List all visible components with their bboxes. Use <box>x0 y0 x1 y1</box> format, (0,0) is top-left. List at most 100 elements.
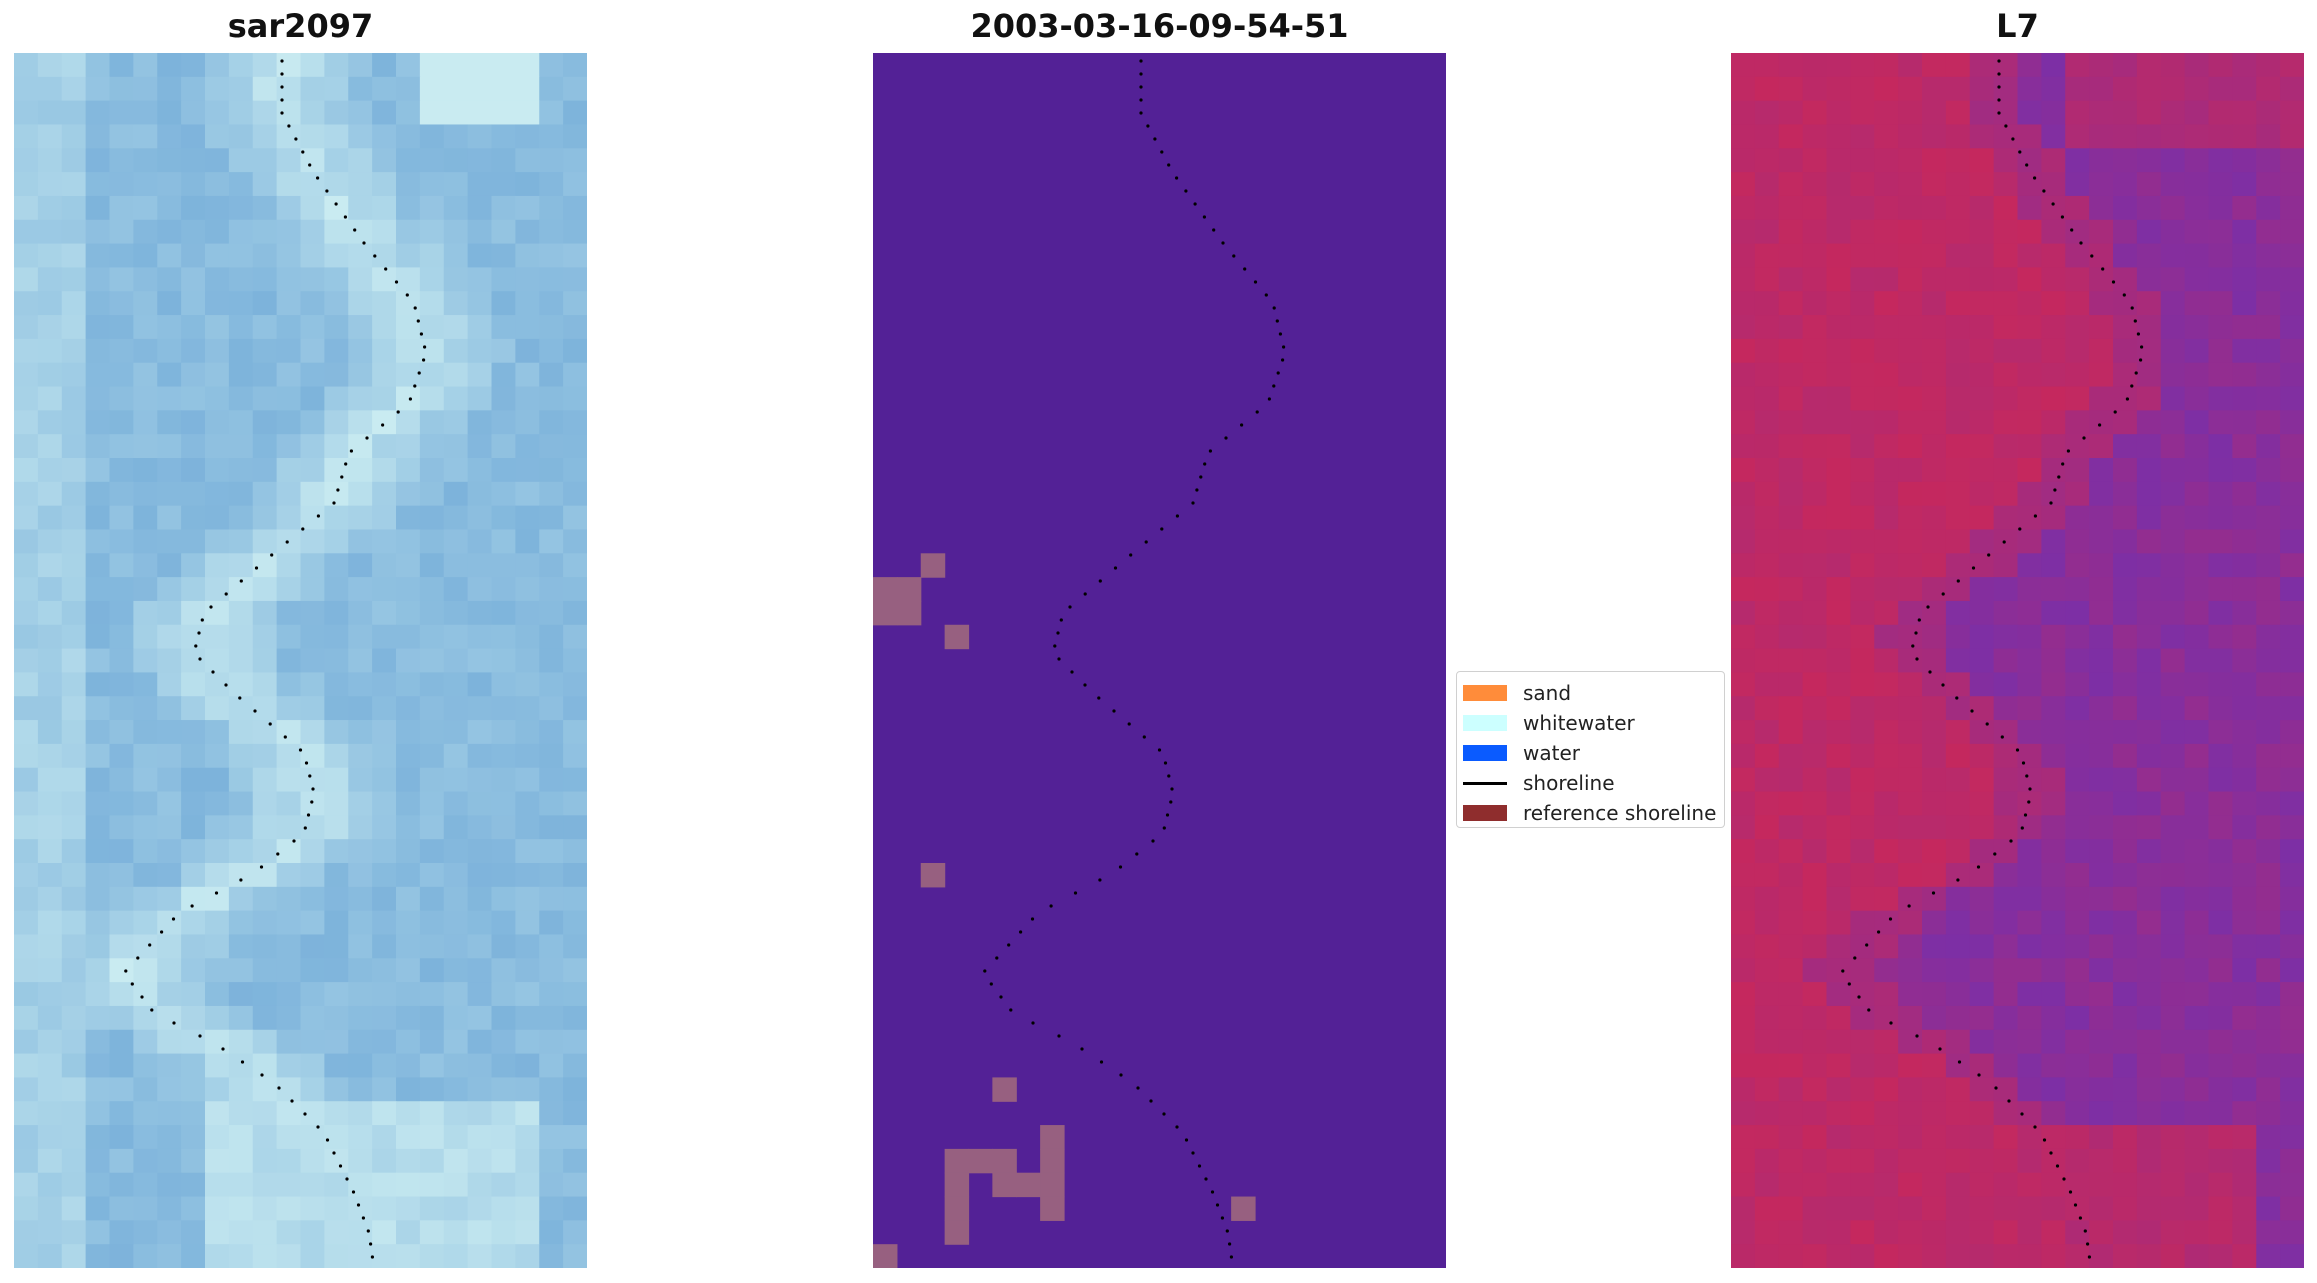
sar-pixel <box>539 1172 564 1198</box>
l7-pixel <box>2089 1148 2114 1174</box>
l7-pixel <box>2160 910 2186 936</box>
l7-pixel <box>2113 315 2138 340</box>
sar-pixel <box>181 1005 206 1031</box>
l7-pixel <box>1993 934 2019 959</box>
sar-pixel <box>324 1196 349 1221</box>
l7-pixel <box>2232 672 2257 697</box>
shoreline-point <box>1162 826 1166 830</box>
sar-pixel <box>539 410 564 435</box>
sar-pixel <box>252 1053 278 1079</box>
sar-pixel <box>515 791 540 816</box>
sar-pixel <box>348 815 373 840</box>
shoreline-point <box>253 709 257 713</box>
shoreline-point <box>316 176 320 180</box>
l7-pixel <box>1898 767 1923 793</box>
l7-pixel <box>1731 505 1756 531</box>
sar-pixel <box>300 863 325 888</box>
l7-pixel <box>1945 553 1971 578</box>
l7-pixel <box>2065 338 2090 364</box>
l7-pixel <box>1874 720 1899 745</box>
l7-pixel <box>2256 148 2281 173</box>
sar-pixel <box>563 624 587 650</box>
l7-pixel <box>1778 53 1804 78</box>
sar-pixel <box>109 1244 134 1268</box>
shoreline-point <box>1165 813 1170 817</box>
legend-label: shoreline <box>1523 771 1615 795</box>
l7-pixel <box>1969 124 1995 149</box>
l7-pixel <box>1826 219 1851 245</box>
sar-pixel <box>37 577 63 602</box>
l7-pixel <box>1993 1148 2019 1174</box>
sar-pixel <box>37 624 63 650</box>
sar-pixel <box>467 791 493 816</box>
l7-pixel <box>2256 386 2281 411</box>
l7-pixel <box>1898 743 1923 769</box>
l7-pixel <box>2256 100 2281 126</box>
l7-pixel <box>1802 1172 1828 1198</box>
shoreline-point <box>408 397 412 401</box>
l7-pixel <box>2208 195 2233 221</box>
l7-pixel <box>2136 1148 2162 1174</box>
l7-pixel <box>1802 1244 1828 1268</box>
sar-pixel <box>252 553 278 578</box>
l7-pixel <box>1898 505 1923 531</box>
shoreline-point <box>171 917 176 921</box>
sar-pixel <box>348 1220 373 1245</box>
l7-pixel <box>2280 100 2304 126</box>
sar-pixel <box>372 53 397 78</box>
sar-pixel <box>372 1077 397 1102</box>
l7-pixel <box>2136 886 2162 912</box>
l7-pixel <box>1969 1220 1995 1245</box>
sand-pixel <box>873 1244 898 1268</box>
sar-pixel <box>181 124 206 149</box>
l7-pixel <box>2208 172 2233 197</box>
l7-pixel <box>1850 1005 1875 1031</box>
l7-pixel <box>1826 362 1851 388</box>
shoreline-point <box>1097 696 1101 700</box>
l7-pixel <box>2232 553 2257 578</box>
shoreline-point <box>172 1021 176 1025</box>
l7-pixel <box>2256 76 2281 102</box>
sar-pixel <box>396 648 421 674</box>
sar-pixel <box>109 743 134 769</box>
sar-pixel <box>515 767 540 793</box>
l7-pixel <box>2017 600 2042 626</box>
sar-pixel <box>491 505 516 531</box>
sar-pixel <box>109 720 134 745</box>
l7-pixel <box>2256 767 2281 793</box>
l7-pixel <box>2065 1101 2090 1126</box>
sar-pixel <box>467 267 493 292</box>
l7-pixel <box>2256 886 2281 912</box>
sar-pixel <box>539 529 564 554</box>
shoreline-point <box>1195 488 1199 492</box>
l7-pixel <box>1969 148 1995 173</box>
sar-pixel <box>133 53 158 78</box>
l7-pixel <box>2184 743 2210 769</box>
l7-pixel <box>2017 934 2042 959</box>
sar-pixel <box>228 338 254 364</box>
sar-pixel <box>348 720 373 745</box>
l7-pixel <box>1778 1077 1804 1102</box>
l7-pixel <box>2089 219 2114 245</box>
sar-pixel <box>515 338 540 364</box>
shoreline-point <box>989 982 993 986</box>
l7-pixel <box>1754 243 1780 269</box>
l7-pixel <box>1874 839 1899 864</box>
l7-pixel <box>1826 1220 1851 1245</box>
sar-pixel <box>563 338 587 364</box>
sar-pixel <box>324 53 349 78</box>
shoreline-point <box>316 514 320 518</box>
shoreline-point <box>2004 124 2008 128</box>
l7-pixel <box>1898 577 1923 602</box>
sar-pixel <box>276 767 302 793</box>
l7-pixel <box>1922 124 1947 149</box>
l7-pixel <box>1826 434 1851 459</box>
sar-pixel <box>515 886 540 912</box>
sar-pixel <box>491 148 516 173</box>
l7-pixel <box>2113 767 2138 793</box>
shoreline-point <box>1030 917 1035 921</box>
sar-pixel <box>276 815 302 840</box>
sar-pixel <box>443 481 469 507</box>
sand-pixel <box>1040 1196 1065 1221</box>
sar-pixel <box>467 100 493 126</box>
